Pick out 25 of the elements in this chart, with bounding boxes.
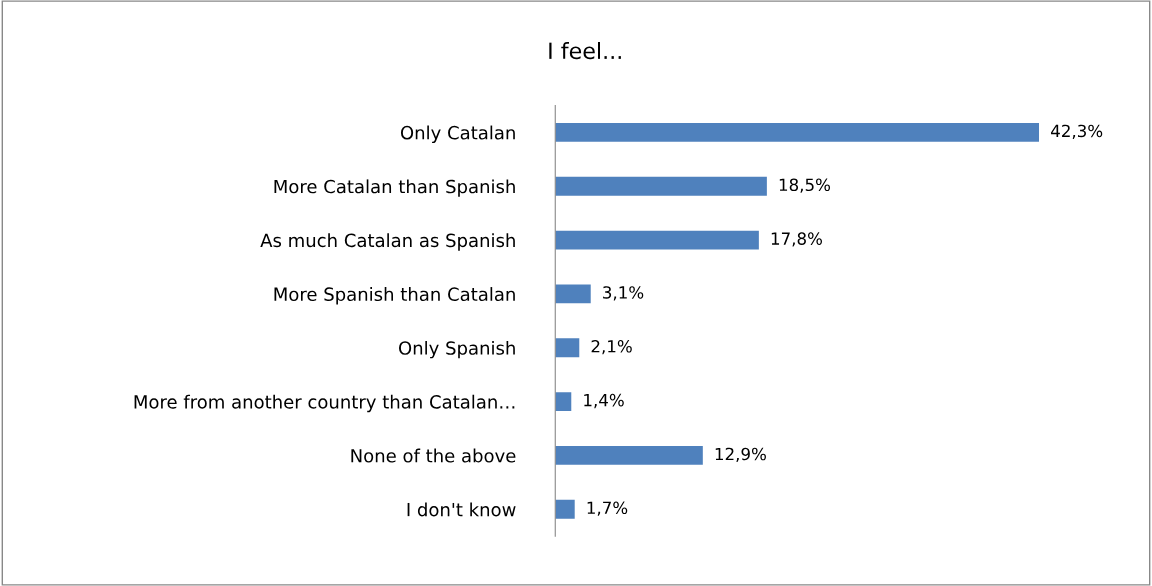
y-tick-label: Only Catalan — [400, 125, 515, 144]
bar — [555, 499, 575, 519]
data-label: 42,3% — [1051, 124, 1103, 139]
y-tick-label: Only Spanish — [398, 340, 515, 359]
bar — [555, 446, 703, 465]
data-label: 3,1% — [603, 286, 644, 301]
chart-title: I feel... — [549, 41, 621, 60]
y-tick-label: None of the above — [351, 448, 516, 463]
y-tick-label: As much Catalan as Spanish — [260, 233, 515, 251]
data-label: 1,4% — [584, 393, 624, 409]
bar — [555, 284, 591, 304]
data-label: 1,7% — [587, 501, 628, 516]
data-label: 12,9% — [715, 447, 766, 462]
data-label: 2,1% — [591, 339, 632, 355]
bar — [555, 176, 767, 196]
y-tick-label: I don't know — [407, 502, 516, 517]
bar — [555, 122, 1040, 142]
data-label: 18,5% — [779, 178, 831, 193]
y-tick-label: More Spanish than Catalan — [274, 287, 515, 305]
y-tick-label: More from another country than Catalan… — [134, 394, 515, 413]
bar — [555, 338, 580, 358]
bar — [555, 392, 572, 412]
bar — [555, 230, 759, 250]
data-label: 17,8% — [771, 232, 822, 247]
y-tick-label: More Catalan than Spanish — [274, 179, 515, 197]
